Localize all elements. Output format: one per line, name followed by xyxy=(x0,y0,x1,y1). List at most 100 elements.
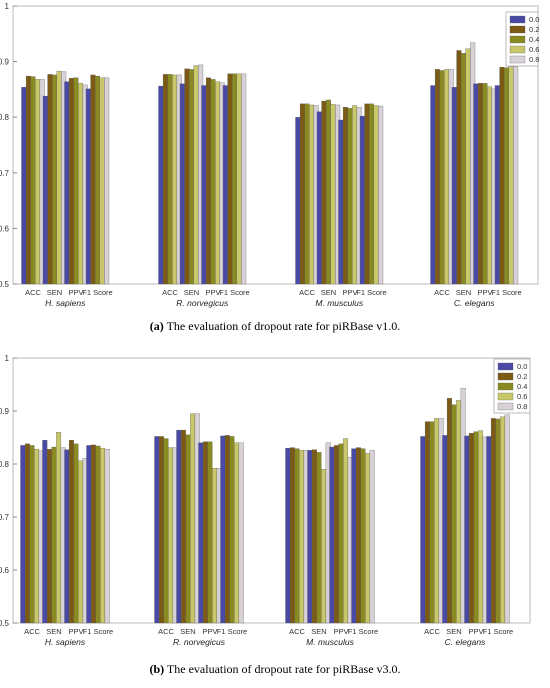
charta-axes-box xyxy=(12,5,539,285)
chartb-ytick-label: 0.6 xyxy=(0,566,10,575)
charta-bar xyxy=(184,68,190,285)
chartb-bar xyxy=(500,416,506,624)
charta-bar xyxy=(90,74,96,285)
charta-legend-label: 0.4 xyxy=(529,35,539,44)
chartb-bar xyxy=(360,448,366,624)
chartb-bar xyxy=(338,443,344,624)
chartb-metric-label: SEN xyxy=(311,627,326,636)
chartb-metric-label: ACC xyxy=(289,627,305,636)
figure-b: 0.5 0.6 0.7 0.8 0.9 1 ACC SEN PPV F1 Score H. sapi… xyxy=(0,350,550,652)
chartb-ytick-label: 1 xyxy=(5,354,10,363)
charta-species-label: H. sapiens xyxy=(45,298,86,308)
chartb-legend-swatch xyxy=(497,392,514,401)
chartb-bar xyxy=(207,441,213,624)
charta-legend-swatch xyxy=(509,25,526,34)
chartb-legend-swatch xyxy=(497,372,514,381)
chartb-bar xyxy=(90,444,96,624)
chartb-bar xyxy=(478,430,484,624)
chartb-bar xyxy=(46,449,52,624)
chartb-legend-label: 0.8 xyxy=(517,402,527,411)
chartb-species-label: H. sapiens xyxy=(45,637,86,647)
charta-bar xyxy=(56,70,62,285)
charta-bar xyxy=(494,85,500,285)
charta-metric-label: PPV xyxy=(68,288,83,297)
caption-b: (b) The evaluation of dropout rate for p… xyxy=(0,662,550,677)
charta-bar xyxy=(477,83,483,285)
chartb-bar xyxy=(446,398,452,624)
chartb-bar xyxy=(355,447,361,624)
chartb-bar xyxy=(311,449,317,624)
chartb-bar xyxy=(190,413,196,624)
chartb-legend-label: 0.0 xyxy=(517,362,527,371)
chartb-metric-label: PPV xyxy=(68,627,83,636)
charta-species-label: M. musculus xyxy=(315,298,363,308)
chartb-bar xyxy=(104,449,110,624)
charta-metric-label: F1 Score xyxy=(82,288,112,297)
chartb-bar xyxy=(238,442,244,624)
charta-bar xyxy=(508,66,514,285)
charta-ytick-label: 0.5 xyxy=(0,280,10,289)
charta-bar xyxy=(30,76,36,285)
chartb-metric-label: PPV xyxy=(468,627,483,636)
charta-bar xyxy=(215,81,221,285)
charta-bar xyxy=(299,103,305,285)
chartb-metric-label: ACC xyxy=(424,627,440,636)
chartb-bar xyxy=(56,432,62,624)
chartb-bar xyxy=(100,447,106,624)
chartb-metric-label: SEN xyxy=(446,627,461,636)
chartb-bar xyxy=(333,445,339,624)
chartb-bar xyxy=(51,446,57,624)
chartb-legend-swatch xyxy=(497,362,514,371)
charta-bar xyxy=(167,74,173,285)
charta-bar xyxy=(68,78,74,285)
chartb-bar xyxy=(78,460,84,624)
chartb-bar xyxy=(420,436,426,624)
charta-bar xyxy=(189,69,194,285)
chartb-metric-label: PPV xyxy=(333,627,348,636)
chartb-bar xyxy=(224,435,230,624)
charta-metric-label: F1 Score xyxy=(219,288,249,297)
chartb-bar xyxy=(434,418,440,624)
charta-bar xyxy=(347,108,353,285)
chartb-bar xyxy=(180,429,186,624)
caption-a-text: The evaluation of dropout rate for piRBa… xyxy=(166,319,401,333)
charta-metric-label: ACC xyxy=(299,288,315,297)
chartb-bar xyxy=(473,431,479,624)
charta-legend-label: 0.8 xyxy=(529,55,539,64)
charta-bar xyxy=(430,85,436,285)
chartb-bar xyxy=(343,438,349,624)
charta-ytick-label: 0.8 xyxy=(0,113,10,122)
charta-metric-label: SEN xyxy=(456,288,471,297)
charta-bar xyxy=(487,86,493,285)
charta-bar xyxy=(309,104,315,285)
charta-legend-label: 0.2 xyxy=(529,25,539,34)
charta-bar xyxy=(373,105,379,285)
charta-bar xyxy=(64,81,70,285)
chartb-metric-label: SEN xyxy=(180,627,195,636)
caption-a: (a) The evaluation of dropout rate for p… xyxy=(0,319,550,334)
charta-metric-label: ACC xyxy=(25,288,41,297)
chartb-bar xyxy=(20,445,26,624)
caption-a-tag: (a) xyxy=(149,319,164,333)
charta-ytick-label: 0.9 xyxy=(0,58,10,67)
chartb-species-label: R. norvegicus xyxy=(173,637,226,647)
charta-bar xyxy=(201,85,207,285)
chartb-bar xyxy=(185,434,191,624)
charta-bar xyxy=(456,50,462,285)
charta-bar xyxy=(461,53,466,285)
charta-bar xyxy=(330,104,336,285)
charta-legend-swatch xyxy=(509,35,526,44)
chartb-bar xyxy=(229,436,235,624)
chartb-bar xyxy=(294,448,300,624)
chartb-bar xyxy=(86,445,92,624)
charta-ytick-label: 1 xyxy=(5,2,10,11)
chartb-bar xyxy=(95,445,101,624)
chartb-bar xyxy=(285,447,291,624)
charta-bar xyxy=(78,83,84,285)
chartb-bar xyxy=(321,469,327,624)
chartb-bar xyxy=(307,450,313,624)
chartb-bar xyxy=(456,400,462,624)
chartb-bar xyxy=(234,442,240,624)
